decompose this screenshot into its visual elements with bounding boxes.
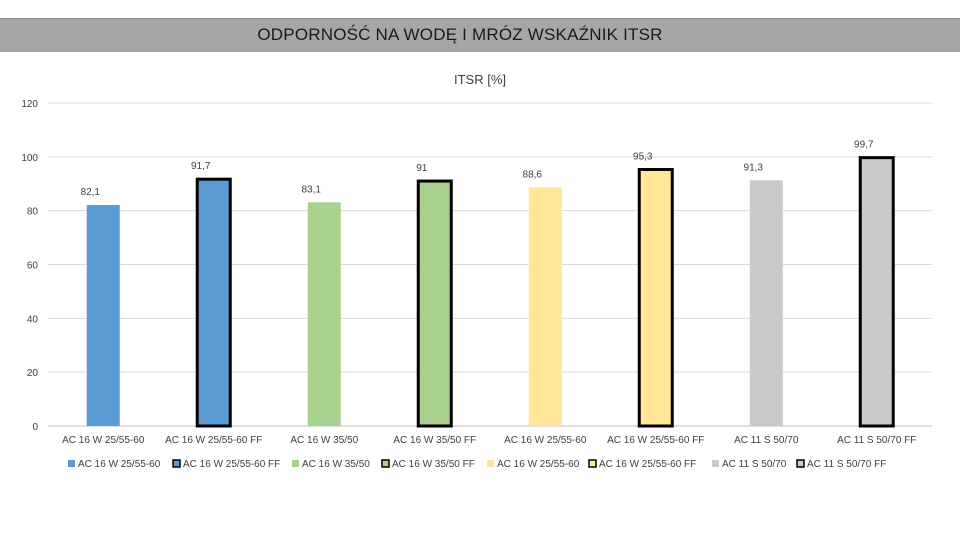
data-label: 91,3 bbox=[744, 162, 764, 173]
legend-swatch bbox=[68, 460, 75, 467]
category-label: AC 16 W 35/50 bbox=[290, 435, 358, 446]
data-label: 91,7 bbox=[191, 161, 211, 172]
legend-label: AC 11 S 50/70 FF bbox=[807, 459, 886, 470]
category-label: AC 11 S 50/70 FF bbox=[837, 435, 916, 446]
bar bbox=[307, 202, 341, 426]
legend-swatch bbox=[292, 460, 299, 467]
legend-label: AC 16 W 35/50 FF bbox=[392, 459, 475, 470]
y-tick-label: 120 bbox=[21, 99, 38, 110]
data-label: 88,6 bbox=[523, 170, 543, 181]
page-title: ODPORNOŚĆ NA WODĘ I MRÓZ WSKAŹNIK ITSR bbox=[257, 25, 663, 44]
y-tick-label: 60 bbox=[27, 261, 39, 272]
data-label: 91 bbox=[416, 163, 428, 174]
bar bbox=[416, 179, 453, 428]
category-label: AC 16 W 25/55-60 bbox=[504, 435, 587, 446]
bar bbox=[858, 156, 895, 428]
category-label: AC 16 W 35/50 FF bbox=[393, 435, 476, 446]
data-label: 82,1 bbox=[81, 187, 101, 198]
bar bbox=[528, 187, 562, 426]
bar bbox=[86, 205, 120, 426]
legend-swatch bbox=[588, 459, 597, 468]
legend-swatch bbox=[796, 459, 805, 468]
title-bar: ODPORNOŚĆ NA WODĘ I MRÓZ WSKAŹNIK ITSR bbox=[0, 18, 960, 52]
legend-swatch bbox=[172, 459, 181, 468]
data-label: 83,1 bbox=[302, 184, 322, 195]
category-label: AC 16 W 25/55-60 bbox=[62, 435, 145, 446]
legend-label: AC 16 W 35/50 bbox=[302, 459, 370, 470]
legend-label: AC 16 W 25/55-60 FF bbox=[599, 459, 696, 470]
category-label: AC 16 W 25/55-60 FF bbox=[607, 435, 704, 446]
legend-swatch bbox=[487, 460, 494, 467]
legend-label: AC 11 S 50/70 bbox=[722, 459, 787, 470]
legend-label: AC 16 W 25/55-60 bbox=[497, 459, 580, 470]
bar bbox=[195, 177, 232, 428]
legend-label: AC 16 W 25/55-60 bbox=[78, 459, 161, 470]
category-label: AC 16 W 25/55-60 FF bbox=[165, 435, 262, 446]
y-tick-label: 0 bbox=[32, 422, 38, 433]
data-label: 95,3 bbox=[633, 151, 653, 162]
y-tick-label: 100 bbox=[21, 153, 38, 164]
bar bbox=[637, 167, 674, 428]
legend-swatch bbox=[381, 459, 390, 468]
bar bbox=[749, 180, 783, 426]
y-tick-label: 20 bbox=[27, 368, 39, 379]
legend-swatch bbox=[712, 460, 719, 467]
chart-title: ITSR [%] bbox=[454, 72, 506, 87]
data-label: 99,7 bbox=[854, 140, 874, 151]
legend-label: AC 16 W 25/55-60 FF bbox=[183, 459, 280, 470]
category-label: AC 11 S 50/70 bbox=[734, 435, 799, 446]
y-tick-label: 80 bbox=[27, 207, 39, 218]
y-tick-label: 40 bbox=[27, 314, 39, 325]
